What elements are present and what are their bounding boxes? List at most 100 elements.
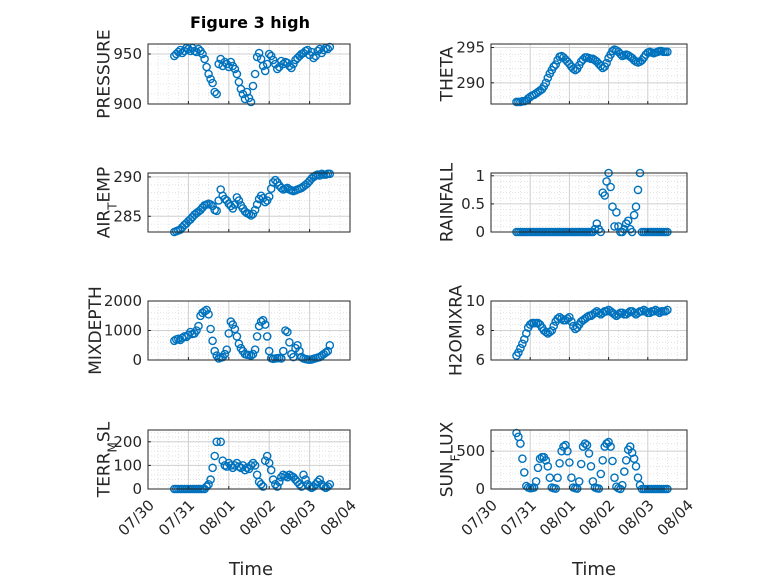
data-point [610,473,619,483]
x-tick-label: 08/04 [654,496,697,539]
data-point [522,329,531,338]
data-point [278,346,288,356]
data-point [250,205,260,215]
y-tick-label: 500 [456,442,485,460]
y-tick-label: 6 [475,351,485,369]
data-point [520,468,529,477]
data-point [202,482,211,491]
data-point [293,340,302,350]
y-tick-label: 100 [113,456,142,474]
data-point [551,60,561,69]
data-point [173,47,183,57]
subplot-terr-msl: 010020007/3007/3108/0108/0208/0308/04TER… [95,421,360,539]
data-point [610,222,619,231]
y-tick-label: 200 [113,433,142,451]
data-point [266,51,276,61]
data-point [192,326,201,335]
data-point [274,477,284,487]
data-point [631,461,641,471]
data-point [543,73,553,83]
data-point [557,314,566,324]
data-point [661,306,670,316]
data-point [230,324,240,334]
x-tick-label: 08/03 [276,496,319,539]
data-point [313,46,323,56]
data-point [518,339,527,349]
data-point [301,475,310,484]
data-point [567,473,576,483]
x-tick-label: 08/01 [536,496,579,539]
x-tick-label: 07/31 [155,496,198,539]
data-point [252,52,262,62]
data-point [533,463,543,473]
data-point [283,472,292,482]
data-point [234,77,244,87]
data-point [602,306,611,316]
x-axis-label-left: Time [228,559,273,580]
data-point [567,317,576,326]
data-point [177,48,187,58]
data-point [272,64,282,74]
y-tick-label: 0 [475,223,485,241]
data-point [631,202,641,211]
data-point [565,312,574,322]
data-point [553,473,562,483]
data-point [516,439,525,448]
data-point [549,321,559,331]
data-point [637,306,647,316]
data-point [582,440,592,450]
data-point [606,442,615,451]
data-point [208,78,217,88]
data-point [246,97,256,107]
data-point [200,54,209,64]
data-point [208,463,217,473]
x-tick-label: 07/30 [115,496,158,539]
data-point [606,182,615,192]
data-point [238,89,248,99]
data-point [516,343,525,353]
data-point [202,62,211,72]
data-point [623,216,633,226]
x-axis-label-right: Time [571,559,616,580]
y-axis-label: RAINFALL [438,162,458,242]
data-point [663,47,672,57]
data-point [234,196,244,205]
data-point [598,455,608,465]
data-point [303,45,312,55]
data-point [260,197,270,207]
data-point [604,437,613,447]
data-point [210,87,219,97]
data-point [234,339,244,349]
data-point [186,327,195,337]
data-point [210,451,219,461]
y-tick-label: 290 [113,168,142,186]
data-point [655,308,664,318]
data-point [204,69,213,79]
data-point [258,61,268,71]
data-point [276,183,286,193]
y-tick-label: 295 [456,39,485,57]
data-point [258,315,268,325]
data-point [256,479,266,489]
axes-box [147,429,351,490]
data-point [514,348,523,357]
data-point [602,177,611,186]
data-point [260,320,270,329]
data-point [248,458,258,468]
axes-box [490,43,688,105]
data-point [633,473,643,483]
data-point [248,349,258,359]
data-point [629,210,639,220]
data-point [576,459,586,469]
data-point [535,454,545,464]
data-point [553,314,562,324]
data-point [325,169,335,179]
data-point [541,327,551,337]
data-point [325,479,335,489]
axes-box [490,429,688,490]
data-point [285,61,294,71]
